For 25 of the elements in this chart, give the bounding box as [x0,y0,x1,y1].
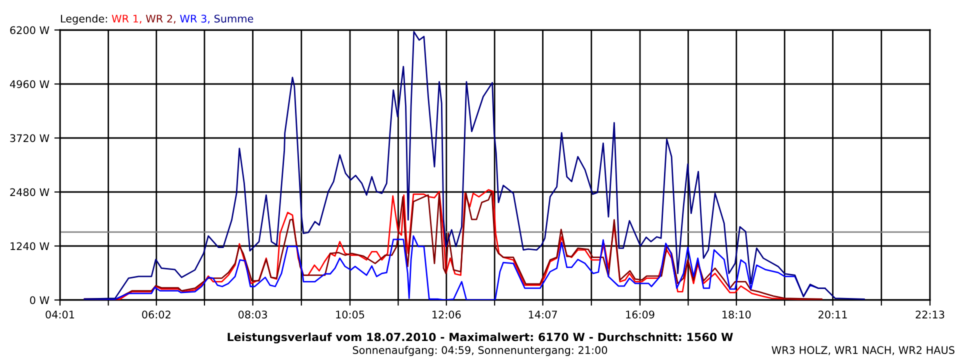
y-tick-label: 6200 W [10,26,50,34]
text: WR3 HOLZ, WR1 NACH, WR2 HAUS [772,346,954,356]
x-tick-label: 16:09 [626,310,654,318]
text: WR 1, [112,14,142,24]
legend-title: Legende: [61,14,107,25]
y-tick-label: 3720 W [10,134,50,142]
x-tick-label: 14:07 [528,310,557,318]
x-tick-label: 04:01 [46,310,74,318]
y-tick-label: 4960 W [10,80,50,88]
y-tick-label: 0 W [30,296,50,304]
x-tick-label: 20:11 [818,310,847,318]
x-tick-label: 10:05 [336,310,364,318]
x-tick-label: 18:10 [722,310,751,318]
y-tick-label: 1240 W [10,242,50,250]
x-tick-label: 08:03 [238,310,267,318]
x-tick-label: 12:06 [432,310,461,318]
text: Leistungsverlauf vom 18.07.2010 - Maximalwert: 6170 W - Durchschnitt: 1560 W [228,332,733,344]
x-tick-label: 22:13 [916,310,944,318]
x-tick-label: 06:02 [142,310,170,318]
line-series [84,31,865,300]
text: WR 2, [146,14,176,24]
text: Sonnenaufgang: 04:59, Sonnenuntergang: 21:00 [352,346,608,356]
y-tick-label: 2480 W [10,188,50,196]
text: WR 3, [180,14,210,24]
text: Summe [214,14,254,23]
